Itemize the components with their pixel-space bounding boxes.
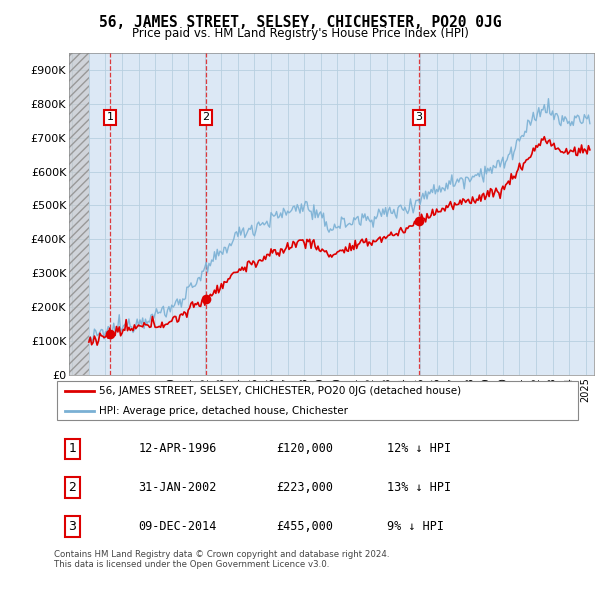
Text: Price paid vs. HM Land Registry's House Price Index (HPI): Price paid vs. HM Land Registry's House …: [131, 27, 469, 40]
Text: 13% ↓ HPI: 13% ↓ HPI: [386, 481, 451, 494]
Text: 3: 3: [415, 113, 422, 122]
Text: Contains HM Land Registry data © Crown copyright and database right 2024.
This d: Contains HM Land Registry data © Crown c…: [54, 550, 389, 569]
Text: HPI: Average price, detached house, Chichester: HPI: Average price, detached house, Chic…: [99, 406, 348, 416]
Text: 3: 3: [68, 520, 76, 533]
Text: 31-JAN-2002: 31-JAN-2002: [139, 481, 217, 494]
Text: 1: 1: [107, 113, 113, 122]
Text: £223,000: £223,000: [276, 481, 333, 494]
Text: £120,000: £120,000: [276, 442, 333, 455]
Text: 1: 1: [68, 442, 76, 455]
Bar: [69, 53, 89, 375]
Text: 56, JAMES STREET, SELSEY, CHICHESTER, PO20 0JG (detached house): 56, JAMES STREET, SELSEY, CHICHESTER, PO…: [99, 386, 461, 396]
Text: 2: 2: [68, 481, 76, 494]
Bar: [69, 53, 89, 375]
Text: £455,000: £455,000: [276, 520, 333, 533]
Text: 2: 2: [203, 113, 209, 122]
Text: 12-APR-1996: 12-APR-1996: [139, 442, 217, 455]
Text: 9% ↓ HPI: 9% ↓ HPI: [386, 520, 443, 533]
FancyBboxPatch shape: [56, 381, 578, 420]
Text: 12% ↓ HPI: 12% ↓ HPI: [386, 442, 451, 455]
Text: 09-DEC-2014: 09-DEC-2014: [139, 520, 217, 533]
Text: 56, JAMES STREET, SELSEY, CHICHESTER, PO20 0JG: 56, JAMES STREET, SELSEY, CHICHESTER, PO…: [99, 15, 501, 30]
